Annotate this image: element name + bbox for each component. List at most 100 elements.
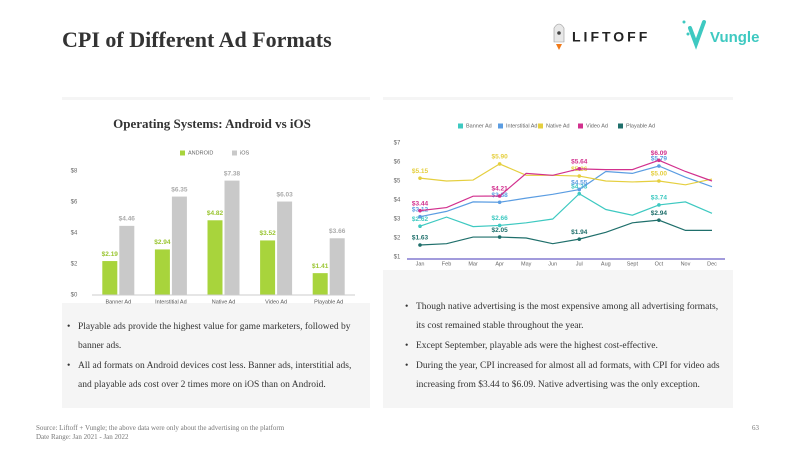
y-tick-label: $5 xyxy=(394,179,401,185)
line xyxy=(419,165,713,218)
legend-swatch xyxy=(458,123,463,129)
bar xyxy=(277,201,293,295)
legend-label: Video Ad xyxy=(586,123,608,129)
value-label: $1.63 xyxy=(412,235,429,242)
source: Source: Liftoff + Vungle; the above data… xyxy=(36,424,284,442)
x-tick-label: Sept xyxy=(627,261,639,267)
bar xyxy=(171,196,187,295)
value-label: $3.66 xyxy=(329,228,346,235)
y-tick-label: $0 xyxy=(71,293,78,299)
marker xyxy=(418,208,422,213)
x-tick-label: Jul xyxy=(576,261,583,267)
line xyxy=(419,192,713,228)
x-tick-label: Jun xyxy=(548,261,557,267)
note: During the year, CPI increased for almos… xyxy=(404,357,726,395)
value-label: $1.94 xyxy=(571,229,588,236)
bar xyxy=(329,238,345,295)
marker xyxy=(657,218,661,222)
marker xyxy=(657,203,661,207)
line xyxy=(419,163,713,186)
y-tick-label: $4 xyxy=(71,231,78,237)
bar xyxy=(119,225,135,295)
y-tick-label: $2 xyxy=(394,236,401,242)
x-tick-label: Video Ad xyxy=(265,299,287,305)
y-tick-label: $1 xyxy=(394,255,401,261)
value-label: $2.05 xyxy=(491,227,508,234)
legend-label: iOS xyxy=(240,150,250,156)
value-label: $2.94 xyxy=(154,239,171,246)
value-label: $2.66 xyxy=(491,215,508,222)
marker xyxy=(497,200,502,205)
bar xyxy=(154,249,170,295)
x-tick-label: May xyxy=(521,261,532,267)
x-tick-label: Apr xyxy=(495,261,504,267)
legend-label: Interstitial Ad xyxy=(506,123,538,129)
bar xyxy=(260,240,276,295)
marker xyxy=(577,167,582,171)
logo-text: LIFTOFF xyxy=(572,29,650,45)
page-number: 63 xyxy=(752,424,759,432)
legend-label: ANDROID xyxy=(188,150,213,156)
value-label: $6.35 xyxy=(171,186,188,193)
marker xyxy=(577,187,582,192)
note: Except September, playable ads were the … xyxy=(404,337,726,356)
legend-swatch xyxy=(538,123,543,129)
right-notes: Though native advertising is the most ex… xyxy=(404,298,726,396)
value-label: $6.03 xyxy=(276,191,293,198)
value-label: $2.94 xyxy=(651,210,668,217)
marker xyxy=(657,179,661,183)
slide-title: CPI of Different Ad Formats xyxy=(62,27,332,52)
legend-swatch xyxy=(618,123,623,129)
marker xyxy=(657,158,661,163)
x-tick-label: Banner Ad xyxy=(105,299,131,305)
value-label: $5.64 xyxy=(571,159,588,166)
value-label: $3.52 xyxy=(259,230,276,237)
vungle-logo: Vungle xyxy=(682,20,759,50)
value-label: $1.41 xyxy=(312,263,329,270)
x-tick-label: Playable Ad xyxy=(314,299,343,305)
value-label: $5.00 xyxy=(651,171,668,178)
legend-swatch xyxy=(180,150,185,156)
marker xyxy=(497,162,502,166)
line xyxy=(419,159,713,212)
note: Playable ads provide the highest value f… xyxy=(66,318,362,356)
marker xyxy=(418,243,422,247)
marker xyxy=(577,237,582,241)
x-tick-label: Feb xyxy=(442,261,451,267)
value-label: $7.38 xyxy=(224,170,241,177)
y-tick-label: $6 xyxy=(394,160,401,166)
liftoff-logo: LIFTOFF xyxy=(553,23,650,50)
bar xyxy=(207,220,223,295)
legend-label: Native Ad xyxy=(546,123,570,129)
x-tick-label: Native Ad xyxy=(212,299,236,305)
value-label: $4.55 xyxy=(571,179,588,186)
value-label: $4.21 xyxy=(491,186,508,193)
marker xyxy=(657,164,661,168)
legend-swatch xyxy=(578,123,583,129)
source-line: Source: Liftoff + Vungle; the above data… xyxy=(36,424,285,432)
legend-swatch xyxy=(232,150,237,156)
marker xyxy=(418,224,422,229)
legend-label: Banner Ad xyxy=(466,123,492,129)
bar xyxy=(224,180,240,295)
chart-title: Operating Systems: Android vs iOS xyxy=(113,116,311,131)
bar xyxy=(312,273,328,295)
value-label: $5.90 xyxy=(491,154,508,161)
legend-label: Playable Ad xyxy=(626,123,655,129)
source-line: Date Range: Jan 2021 - Jan 2022 xyxy=(36,433,129,441)
value-label: $2.19 xyxy=(102,251,119,258)
left-notes: Playable ads provide the highest value f… xyxy=(66,318,362,396)
value-label: $2.62 xyxy=(412,216,429,223)
marker xyxy=(497,194,502,198)
y-tick-label: $6 xyxy=(71,200,78,206)
x-tick-label: Interstitial Ad xyxy=(155,299,187,305)
y-tick-label: $4 xyxy=(394,198,401,204)
x-tick-label: Mar xyxy=(468,261,478,267)
bar xyxy=(102,261,118,295)
value-label: $5.15 xyxy=(412,168,429,175)
legend-swatch xyxy=(498,123,503,129)
value-label: $4.82 xyxy=(207,210,224,217)
marker xyxy=(418,176,422,180)
